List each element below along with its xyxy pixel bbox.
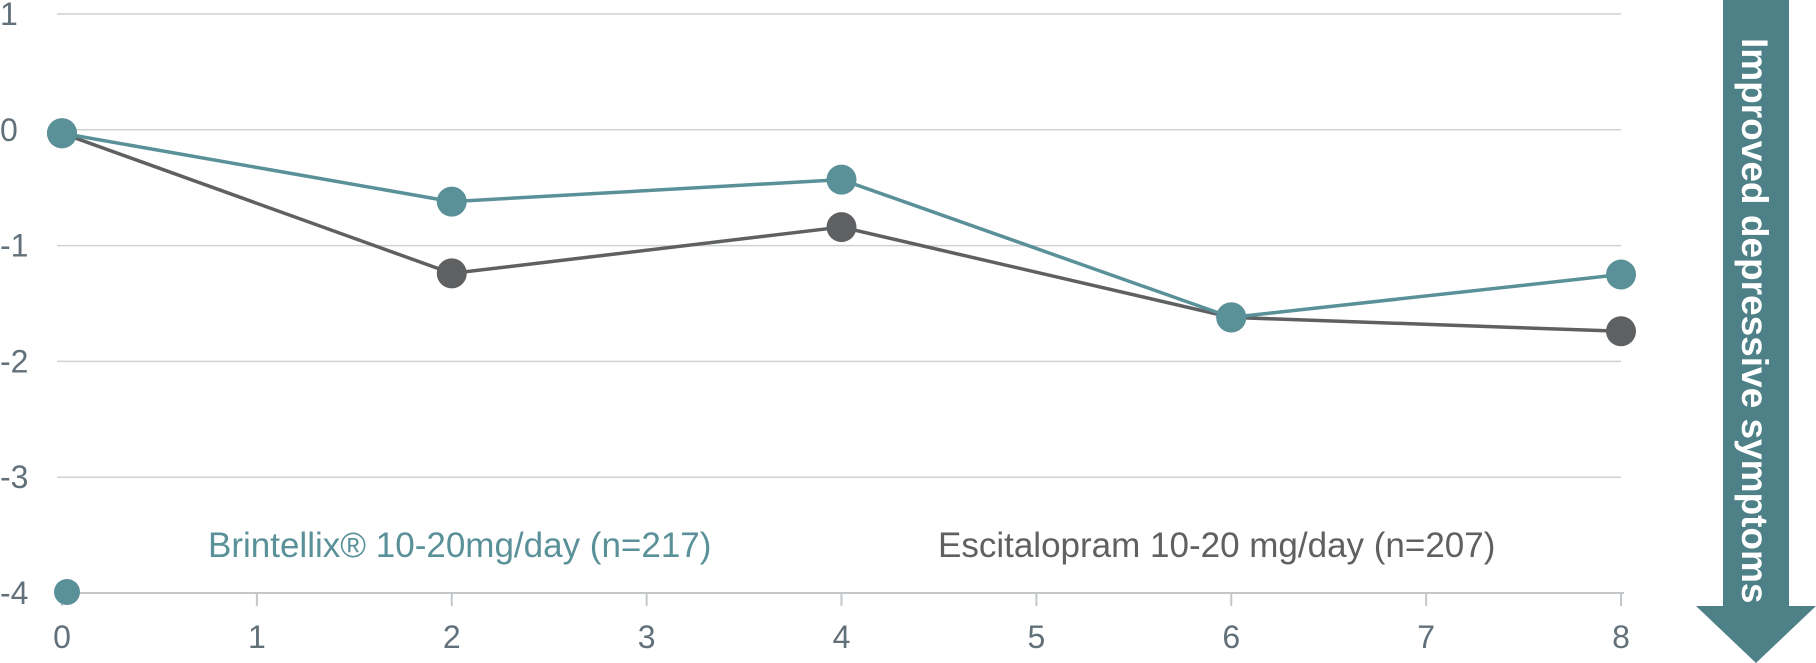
- improvement-arrow: Improved depressive symptoms: [1696, 0, 1816, 663]
- x-tick-label: 1: [248, 619, 266, 655]
- y-axis-tick-labels: 1 0 -1 -2 -3 -4: [0, 0, 28, 611]
- x-tick-label: 5: [1027, 619, 1045, 655]
- data-point-series-1: [826, 212, 857, 243]
- y-tick-label: -1: [0, 228, 28, 264]
- data-point-series-0: [1216, 302, 1247, 333]
- data-point-series-1: [1606, 316, 1636, 347]
- grid-lines: [57, 13, 1621, 478]
- data-point-series-0: [47, 118, 77, 149]
- x-tick-label: 8: [1612, 619, 1630, 655]
- down-arrow-icon: [1696, 0, 1816, 663]
- y-tick-label: -2: [0, 343, 28, 379]
- data-point-series-0: [436, 186, 467, 217]
- legend: Brintellix® 10-20mg/day (n=217) Escitalo…: [54, 526, 1495, 605]
- x-tick-label: 2: [443, 619, 461, 655]
- x-tick-label: 6: [1222, 619, 1240, 655]
- x-tick-label: 3: [638, 619, 656, 655]
- data-point-series-0: [1606, 259, 1636, 290]
- data-points: [47, 118, 1636, 347]
- legend-label-escitalopram: Escitalopram 10-20 mg/day (n=207): [938, 526, 1495, 565]
- y-tick-label: 1: [0, 0, 18, 32]
- data-point-series-1: [436, 258, 467, 289]
- arrow-annotation-text: Improved depressive symptoms: [1734, 38, 1775, 604]
- legend-label-brintellix: Brintellix® 10-20mg/day (n=217): [208, 526, 711, 565]
- x-axis-tick-labels: 0 1 2 3 4 5 6 7 8: [53, 619, 1630, 655]
- data-point-series-0: [826, 164, 857, 195]
- x-tick-label: 4: [833, 619, 851, 655]
- y-tick-label: -3: [0, 459, 28, 495]
- x-tick-label: 7: [1417, 619, 1435, 655]
- legend-marker-brintellix: [54, 579, 80, 605]
- x-axis: [57, 592, 1624, 606]
- x-tick-label: 0: [53, 619, 71, 655]
- y-tick-label: 0: [0, 112, 18, 148]
- y-tick-label: -4: [0, 575, 28, 611]
